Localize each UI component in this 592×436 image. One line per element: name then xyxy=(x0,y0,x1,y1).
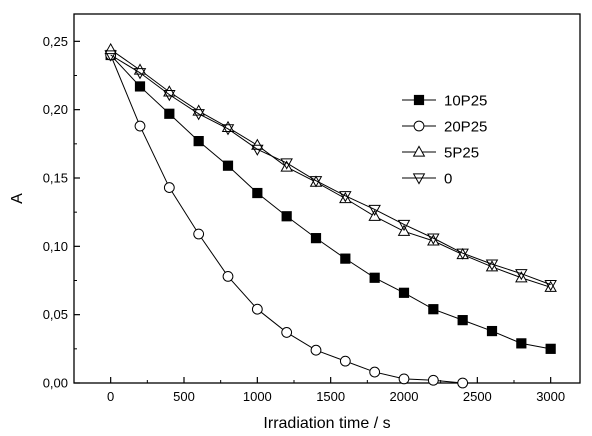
y-tick-label: 0,15 xyxy=(43,171,68,186)
data-point xyxy=(310,233,322,244)
data-point xyxy=(398,373,410,385)
data-point xyxy=(428,304,439,315)
y-axis-title: A xyxy=(9,193,26,204)
data-point xyxy=(515,269,528,281)
series-line xyxy=(110,54,551,350)
data-point xyxy=(545,343,556,354)
series-10P25 xyxy=(105,49,556,354)
data-point xyxy=(457,377,469,389)
data-point xyxy=(163,90,176,102)
legend-marker xyxy=(413,120,425,132)
x-tick-label: 0 xyxy=(107,389,114,404)
data-point xyxy=(340,253,351,264)
data-point xyxy=(485,259,499,271)
legend-item-20P25: 20P25 xyxy=(402,119,487,136)
data-point xyxy=(192,104,205,116)
legend-item-5P25: 5P25 xyxy=(402,145,479,162)
data-point xyxy=(134,120,146,132)
data-point xyxy=(134,81,146,92)
x-tick-label: 1000 xyxy=(243,389,272,404)
data-point xyxy=(515,271,528,283)
data-point xyxy=(339,191,352,203)
x-tick-label: 2000 xyxy=(390,389,419,404)
x-axis-title: Irradiation time / s xyxy=(263,415,390,432)
y-tick-label: 0,00 xyxy=(43,376,68,391)
data-point xyxy=(281,211,292,222)
x-tick-label: 500 xyxy=(173,389,195,404)
data-point xyxy=(251,303,263,315)
series-line xyxy=(110,54,551,286)
data-point xyxy=(369,366,381,378)
plot-frame xyxy=(73,13,581,384)
data-point xyxy=(368,204,381,217)
data-point xyxy=(280,160,293,172)
data-point xyxy=(104,42,117,55)
data-point xyxy=(221,124,235,136)
data-point xyxy=(252,187,263,199)
series-20P25 xyxy=(105,49,469,389)
data-point xyxy=(222,160,234,171)
data-point xyxy=(310,344,322,356)
y-tick-label: 0,20 xyxy=(43,102,68,117)
legend-label: 20P25 xyxy=(444,119,487,136)
legend-label: 5P25 xyxy=(444,145,479,162)
data-point xyxy=(397,219,411,232)
data-point xyxy=(133,68,147,80)
legend-item-10P25: 10P25 xyxy=(402,93,487,110)
data-point xyxy=(309,176,323,188)
data-point xyxy=(427,234,440,246)
data-point xyxy=(516,338,527,349)
data-point xyxy=(164,108,175,119)
data-point xyxy=(339,355,351,367)
data-point xyxy=(457,315,468,326)
legend-marker xyxy=(412,145,426,157)
data-point xyxy=(544,280,557,292)
data-point xyxy=(456,248,469,260)
data-point xyxy=(339,191,352,204)
data-point xyxy=(485,260,499,272)
data-point xyxy=(486,325,498,337)
legend-marker xyxy=(412,173,426,185)
data-point xyxy=(544,280,557,292)
series-layer xyxy=(104,42,557,389)
data-point xyxy=(398,287,410,298)
data-point xyxy=(427,233,440,245)
x-tick-label: 1500 xyxy=(316,389,345,404)
data-point xyxy=(281,327,293,338)
series-0 xyxy=(104,50,557,292)
data-point xyxy=(427,374,439,386)
x-tick-label: 3000 xyxy=(536,389,565,404)
chart-axes: 0 500 1000 1500 2000 2500 3000 0,00 0,05 0,10 0,15… xyxy=(43,13,581,404)
data-point xyxy=(251,144,264,156)
data-point xyxy=(192,109,205,121)
legend-label: 0 xyxy=(444,171,452,188)
data-point xyxy=(222,271,234,282)
y-tick-label: 0,25 xyxy=(43,34,68,49)
data-point xyxy=(163,182,175,193)
data-point xyxy=(163,85,176,97)
series-5P25 xyxy=(104,42,557,292)
data-point xyxy=(193,228,205,240)
data-point xyxy=(104,50,117,62)
data-point xyxy=(193,136,204,147)
legend-marker xyxy=(413,94,425,106)
legend-label: 10P25 xyxy=(444,93,487,110)
y-tick-label: 0,10 xyxy=(43,239,68,254)
y-tick-label: 0,05 xyxy=(43,307,68,322)
series-line xyxy=(110,49,551,288)
data-point xyxy=(369,272,380,283)
x-tick-label: 2500 xyxy=(463,389,492,404)
data-point xyxy=(280,158,293,170)
data-point xyxy=(456,247,469,260)
legend-item-0: 0 xyxy=(402,171,452,188)
legend: 10P25 20P25 5P25 0 xyxy=(402,93,487,188)
